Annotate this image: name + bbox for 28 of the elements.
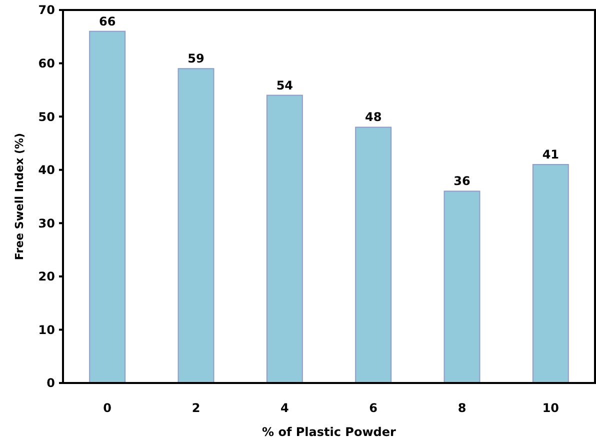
x-tick-label: 4: [280, 401, 289, 415]
y-axis-title: Free Swell Index (%): [13, 132, 26, 260]
data-label: 36: [454, 174, 470, 188]
bar: [532, 164, 569, 384]
data-label: 59: [188, 52, 204, 66]
y-tick-label: 50: [38, 110, 55, 124]
x-tick-label: 6: [369, 401, 378, 415]
y-tick-label: 60: [38, 56, 55, 70]
x-tick-label: 0: [103, 401, 112, 415]
y-tick-label: 0: [46, 376, 55, 390]
y-tick-label: 40: [38, 163, 55, 178]
x-axis-title: % of Plastic Powder: [262, 425, 396, 439]
bar: [444, 190, 480, 384]
data-label: 41: [542, 148, 560, 162]
bar: [178, 68, 214, 384]
bar: [89, 30, 126, 384]
y-tick-label: 30: [38, 216, 55, 230]
data-label: 54: [276, 78, 294, 92]
y-tick-label: 70: [38, 3, 55, 18]
bar: [266, 94, 303, 384]
x-tick-label: 2: [192, 401, 200, 415]
data-label: 48: [364, 110, 382, 124]
x-tick-label: 8: [458, 401, 466, 415]
x-tick-label: 10: [542, 401, 560, 415]
y-tick-label: 20: [38, 270, 55, 284]
bar: [355, 126, 392, 384]
data-label: 66: [98, 14, 116, 28]
y-tick-label: 10: [38, 322, 55, 337]
